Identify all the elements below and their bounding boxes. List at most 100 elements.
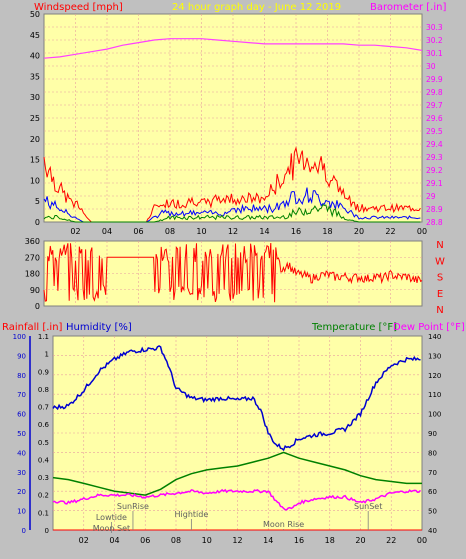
humidity-y-tick-label: 40 [17, 449, 26, 457]
rainfall-y-tick-label: 0.5 [38, 439, 49, 447]
barometer-y-tick-label: 29.5 [426, 127, 443, 136]
barometer-y-tick-label: 30.3 [426, 23, 443, 32]
wind-y-tick-label: 30 [30, 93, 40, 102]
direction-y-tick-label: 270 [25, 253, 40, 262]
wind-x-tick-label: 00 [417, 227, 427, 236]
rainfall-y-tick-label: 0.6 [38, 421, 50, 429]
temperature-y-tick-label: 40 [428, 527, 437, 535]
barometer-y-tick-label: 30.2 [426, 36, 443, 45]
rainfall-y-tick-label: 1.1 [38, 333, 49, 341]
barometer-y-tick-label: 29.4 [426, 140, 443, 149]
barometer-y-tick-label: 29.7 [426, 101, 443, 110]
weather-x-tick-label: 12 [232, 536, 242, 545]
temperature-y-tick-label: 70 [428, 469, 437, 477]
temperature-y-tick-label: 60 [428, 488, 437, 496]
weather-x-tick-label: 04 [109, 536, 119, 545]
annotation-label: Moon Rise [263, 520, 304, 529]
rainfall-y-tick-label: 0.4 [38, 456, 50, 464]
humidity-y-tick-label: 100 [13, 333, 26, 341]
dew-point-series-line [52, 488, 422, 511]
weather-x-tick-label: 08 [171, 536, 181, 545]
humidity-y-tick-label: 0 [22, 527, 26, 535]
humidity-y-tick-label: 10 [17, 508, 26, 516]
rainfall-y-tick-label: 1 [45, 351, 49, 359]
wind-direction-series-line [43, 242, 423, 303]
wind-x-tick-label: 16 [291, 227, 301, 236]
temperature-y-tick-label: 80 [428, 449, 437, 457]
wind-y-tick-label: 10 [30, 176, 40, 185]
weather-x-tick-label: 10 [202, 536, 212, 545]
barometer-y-tick-label: 29.2 [426, 166, 443, 175]
wind-x-tick-label: 06 [133, 227, 143, 236]
wind-y-tick-label: 25 [30, 114, 40, 123]
temperature-y-tick-label: 140 [428, 333, 441, 341]
weather-x-tick-label: 00 [417, 536, 427, 545]
dewpoint-axis-label: Dew Point [°F] [393, 322, 465, 333]
weather-x-tick-label: 06 [140, 536, 150, 545]
rainfall-y-tick-label: 0.3 [38, 474, 49, 482]
annotation-label: SunRise [117, 502, 149, 511]
temperature-axis-label: Temperature [°F] [311, 322, 397, 333]
wind-y-tick-label: 20 [30, 135, 40, 144]
annotation-label: Lowtide [96, 513, 127, 522]
wind-x-tick-label: 12 [228, 227, 238, 236]
humidity-y-tick-label: 60 [17, 411, 26, 419]
temperature-y-tick-label: 130 [428, 352, 441, 360]
humidity-y-tick-label: 70 [17, 391, 26, 399]
barometer-y-tick-label: 29.3 [426, 153, 443, 162]
wind-y-tick-label: 5 [35, 197, 40, 206]
direction-y-tick-label: 180 [25, 270, 40, 279]
rainfall-y-tick-label: 0.2 [38, 492, 49, 500]
barometer-y-tick-label: 29.9 [426, 75, 443, 84]
wind-x-tick-label: 02 [70, 227, 80, 236]
humidity-y-tick-label: 90 [17, 352, 26, 360]
wind-y-tick-label: 35 [30, 72, 40, 81]
wind-y-tick-label: 50 [30, 10, 40, 19]
weather-x-tick-label: 22 [386, 536, 396, 545]
wind-x-tick-label: 08 [165, 227, 175, 236]
wind-x-tick-label: 20 [354, 227, 364, 236]
annotation-label: Hightide [175, 510, 209, 519]
rainfall-y-tick-label: 0.9 [38, 368, 49, 376]
rainfall-y-tick-label: 0.8 [38, 386, 49, 394]
humidity-series-line [52, 345, 421, 452]
weather-x-tick-label: 20 [355, 536, 365, 545]
wind-x-tick-label: 10 [196, 227, 206, 236]
barometer-y-tick-label: 28.9 [426, 205, 443, 214]
temperature-y-tick-label: 100 [428, 411, 441, 419]
direction-y-tick-label: 0 [35, 302, 40, 311]
temperature-y-tick-label: 50 [428, 508, 437, 516]
chart-title: 24 hour graph day - June 12 2019 [172, 2, 341, 13]
weather-x-tick-label: 18 [325, 536, 335, 545]
weather-x-tick-label: 14 [263, 536, 273, 545]
wind-x-tick-label: 14 [259, 227, 269, 236]
rainfall-y-tick-label: 0.1 [38, 509, 49, 517]
barometer-series-line [43, 38, 423, 59]
wind-low-series-line [43, 204, 421, 223]
annotation-label: SunSet [354, 502, 382, 511]
weather-x-tick-label: 16 [294, 536, 304, 545]
wind-x-tick-label: 04 [102, 227, 112, 236]
compass-label: E [437, 289, 443, 300]
compass-label: S [437, 273, 443, 284]
compass-label: N [436, 305, 443, 316]
barometer-y-tick-label: 30 [426, 62, 436, 71]
rainfall-y-tick-label: 0.7 [38, 404, 49, 412]
wind-x-tick-label: 22 [385, 227, 395, 236]
temperature-series-line [52, 451, 422, 496]
barometer-y-tick-label: 29.1 [426, 179, 443, 188]
barometer-y-tick-label: 28.8 [426, 218, 443, 227]
barometer-y-tick-label: 30.1 [426, 49, 443, 58]
barometer-y-tick-label: 29 [426, 192, 436, 201]
compass-label: N [436, 240, 443, 251]
wind-barometer-panel: 0 5 10 15 20 25 30 35 40 45 50 28.8 28.9 29 29.1 29.2 29… [30, 10, 443, 236]
rainfall-axis-label: Rainfall [.in] [2, 322, 63, 333]
wind-y-tick-label: 0 [35, 218, 40, 227]
annotation-label: Moon Set [93, 524, 130, 533]
windspeed-axis-label: Windspeed [mph] [34, 2, 123, 13]
compass-label: W [435, 256, 445, 267]
temperature-y-tick-label: 90 [428, 430, 437, 438]
humidity-y-tick-label: 50 [17, 430, 26, 438]
